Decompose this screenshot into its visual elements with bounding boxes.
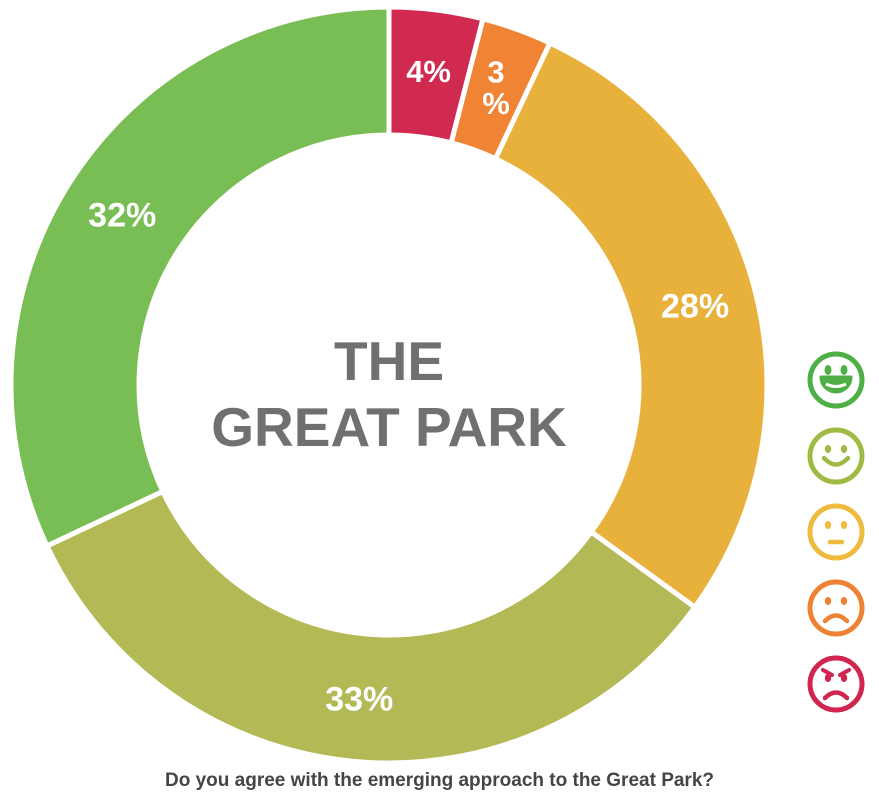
legend-item-4: [806, 654, 874, 714]
slice-label-1-line-1: %: [482, 86, 510, 121]
slice-labels: 4% 3% 28% 33% 32%: [88, 54, 729, 719]
slice-label-1-line-0: 3: [487, 54, 504, 89]
smiling-face-icon: [807, 427, 865, 485]
neutral-face-icon: [807, 503, 865, 561]
slice-label-0: 4%: [406, 54, 451, 89]
unhappy-face-icon: [807, 579, 865, 637]
donut-chart: 4% 3% 28% 33% 32% THE GREAT PARK: [8, 4, 770, 766]
legend-item-0: [806, 350, 874, 410]
legend-item-2: [806, 502, 874, 562]
center-title-line-2: GREAT PARK: [211, 396, 567, 458]
slice-label-2: 28%: [661, 287, 729, 325]
survey-question: Do you agree with the emerging approach …: [165, 770, 714, 791]
donut-slices: [8, 4, 770, 766]
center-title-line-1: THE: [334, 330, 444, 392]
very-happy-face-icon: [807, 351, 865, 409]
legend-item-1: [806, 426, 874, 486]
slice-4: [8, 4, 392, 550]
slice-2: [492, 39, 770, 611]
very-unhappy-face-icon: [807, 655, 865, 713]
slice-3: [43, 488, 699, 766]
slice-label-3: 33%: [325, 681, 393, 719]
slice-label-4: 32%: [88, 197, 156, 235]
legend-item-3: [806, 578, 874, 638]
